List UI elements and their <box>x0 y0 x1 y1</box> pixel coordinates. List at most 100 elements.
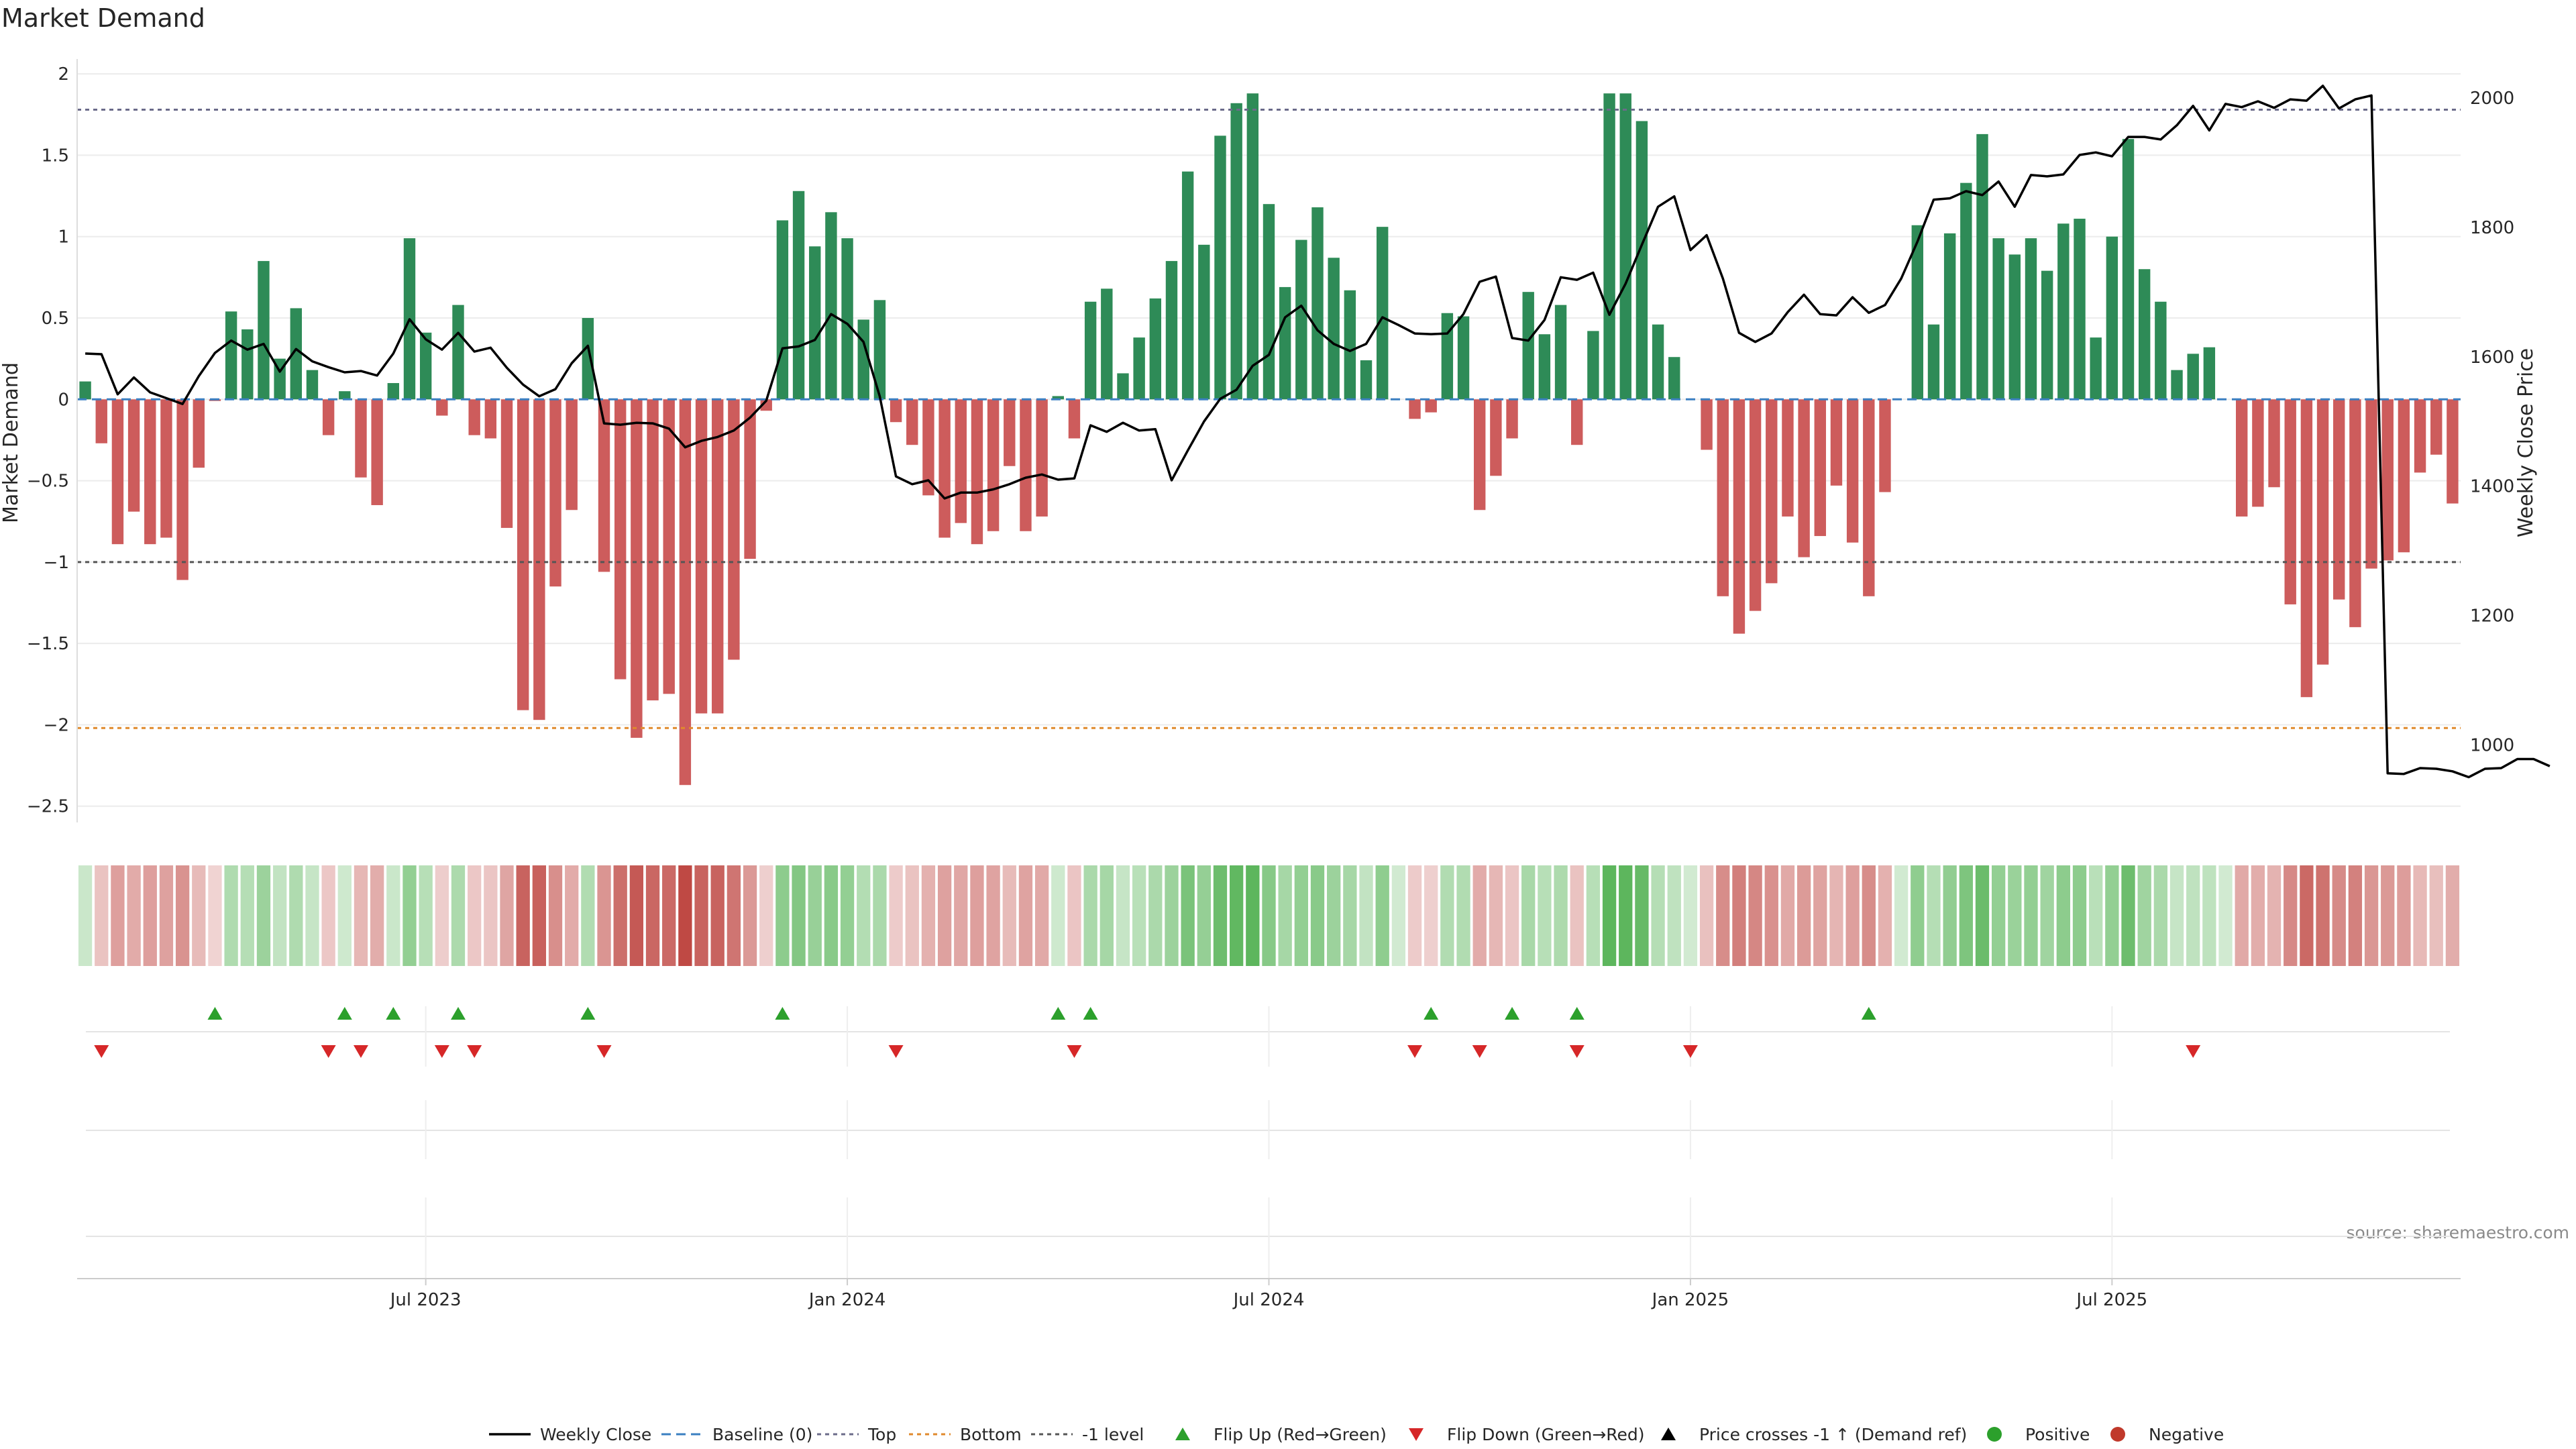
heat-cell <box>2429 865 2443 966</box>
y-tick-left: 1 <box>58 227 69 248</box>
heat-cell <box>1099 865 1114 966</box>
demand-bar <box>2284 399 2296 604</box>
legend-item-weekly_close: Weekly Close <box>489 1425 651 1444</box>
heat-cell <box>256 865 271 966</box>
heat-cell <box>629 865 644 966</box>
demand-bar <box>79 381 91 400</box>
legend: Weekly Close Baseline (0) Top Bottom -1 leve… <box>489 1425 2224 1444</box>
demand-bar <box>2090 337 2102 400</box>
demand-bar <box>1084 301 1097 400</box>
heat-cell <box>2267 865 2282 966</box>
flip-down-marker <box>467 1045 482 1058</box>
legend-item-top: Top <box>817 1425 896 1444</box>
heat-cell <box>192 865 206 966</box>
demand-bar <box>873 300 886 400</box>
demand-bar <box>1603 93 1615 400</box>
flip-up-marker <box>1424 1007 1439 1020</box>
heat-cell <box>1505 865 1519 966</box>
demand-bar <box>1133 337 1145 400</box>
heat-cell <box>1911 865 1925 966</box>
demand-bar <box>2074 219 2086 400</box>
legend-item-crosses: Price crosses -1 ↑ (Demand ref) <box>1661 1425 1967 1444</box>
heat-cell <box>1683 865 1698 966</box>
demand-bar <box>2008 254 2021 400</box>
demand-bar <box>776 220 789 400</box>
legend-item-bottom: Bottom <box>909 1425 1022 1444</box>
demand-bar <box>2333 399 2345 600</box>
heat-cell <box>159 865 174 966</box>
heat-cell <box>2072 865 2087 966</box>
heat-cell <box>1992 865 2006 966</box>
demand-bar <box>2057 223 2070 400</box>
heat-cell <box>2040 865 2054 966</box>
demand-bar <box>2252 399 2264 507</box>
flip-down-marker <box>434 1045 449 1058</box>
heat-cell <box>2413 865 2427 966</box>
demand-bar <box>1344 290 1356 400</box>
chart-title: Market Demand <box>1 3 205 33</box>
heat-cell <box>905 865 919 966</box>
demand-bar <box>712 399 724 714</box>
heat-cell <box>597 865 611 966</box>
y-tick-right: 1400 <box>2470 477 2514 497</box>
demand-bar <box>160 399 172 538</box>
heat-cell <box>1165 865 1179 966</box>
heat-cell <box>1538 865 1552 966</box>
demand-bar <box>598 399 610 572</box>
demand-bar <box>2155 301 2167 400</box>
heat-cell <box>2105 865 2119 966</box>
flip-down-marker <box>1407 1045 1423 1058</box>
heat-cell <box>2202 865 2216 966</box>
x-tick-label: Jul 2025 <box>2075 1290 2147 1310</box>
heat-cell <box>2169 865 2184 966</box>
demand-bar <box>922 399 934 496</box>
heat-cell <box>175 865 190 966</box>
demand-bar <box>2365 399 2377 569</box>
demand-bar <box>1425 399 1437 413</box>
flip-up-marker <box>386 1007 401 1020</box>
heat-cell <box>2300 865 2314 966</box>
heat-cell <box>743 865 757 966</box>
demand-bar <box>1328 258 1340 400</box>
demand-bar <box>339 391 351 400</box>
heat-cell <box>759 865 773 966</box>
demand-bar <box>1214 136 1226 400</box>
demand-bar <box>2187 354 2199 400</box>
heat-cell <box>581 865 595 966</box>
heat-cell <box>1748 865 1762 966</box>
heat-cell <box>1975 865 1990 966</box>
demand-bar <box>468 399 480 435</box>
heat-cell <box>937 865 952 966</box>
demand-bar <box>2381 399 2394 561</box>
heat-cell <box>1116 865 1130 966</box>
heat-cell <box>2089 865 2103 966</box>
x-axis: Jul 2023 Jan 2024 Jul 2024 Jan 2025 Jul 2025 <box>77 1278 2461 1310</box>
demand-bar <box>2414 399 2426 473</box>
heat-cell <box>694 865 708 966</box>
demand-bar <box>2430 399 2443 455</box>
flip-down-marker <box>2186 1045 2201 1058</box>
legend-label: -1 level <box>1082 1425 1144 1444</box>
heat-cell <box>1716 865 1730 966</box>
demand-bar <box>1036 399 1048 517</box>
y-tick-left: 0 <box>58 390 69 410</box>
demand-bar <box>1457 316 1470 400</box>
demand-bar <box>1295 239 1307 400</box>
heat-cell <box>645 865 660 966</box>
heat-cell <box>1391 865 1406 966</box>
heat-cell <box>402 865 417 966</box>
heat-cell <box>2121 865 2135 966</box>
demand-bar <box>1733 399 1746 634</box>
demand-bar <box>1976 133 1988 400</box>
demand-bar <box>2349 399 2361 627</box>
heat-cell <box>1521 865 1536 966</box>
heat-cell <box>1619 865 1633 966</box>
demand-bar <box>2447 399 2459 504</box>
heat-cell <box>2218 865 2233 966</box>
legend-swatch-crosses-icon <box>1661 1428 1676 1440</box>
demand-bar <box>2171 370 2183 400</box>
y-tick-right: 1000 <box>2470 735 2514 755</box>
heat-cell <box>1959 865 1973 966</box>
heat-cell <box>321 865 335 966</box>
heat-cell <box>484 865 498 966</box>
